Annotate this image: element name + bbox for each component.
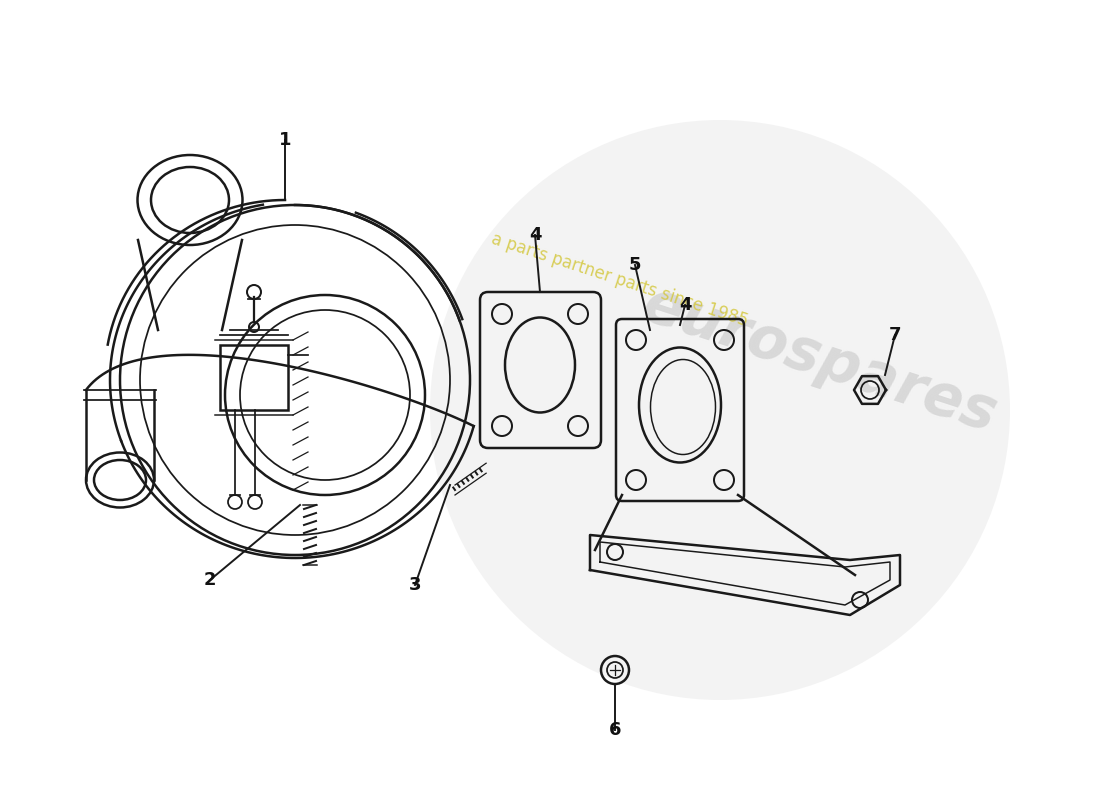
Text: eurospares: eurospares: [636, 276, 1004, 444]
Text: a parts partner parts since 1985: a parts partner parts since 1985: [490, 230, 750, 330]
Text: 2: 2: [204, 571, 217, 589]
Circle shape: [430, 120, 1010, 700]
Text: 1: 1: [278, 131, 292, 149]
Text: 3: 3: [409, 576, 421, 594]
Text: 5: 5: [629, 256, 641, 274]
Text: 6: 6: [608, 721, 622, 739]
Text: 7: 7: [889, 326, 901, 344]
Text: 4: 4: [679, 296, 691, 314]
Text: 4: 4: [529, 226, 541, 244]
